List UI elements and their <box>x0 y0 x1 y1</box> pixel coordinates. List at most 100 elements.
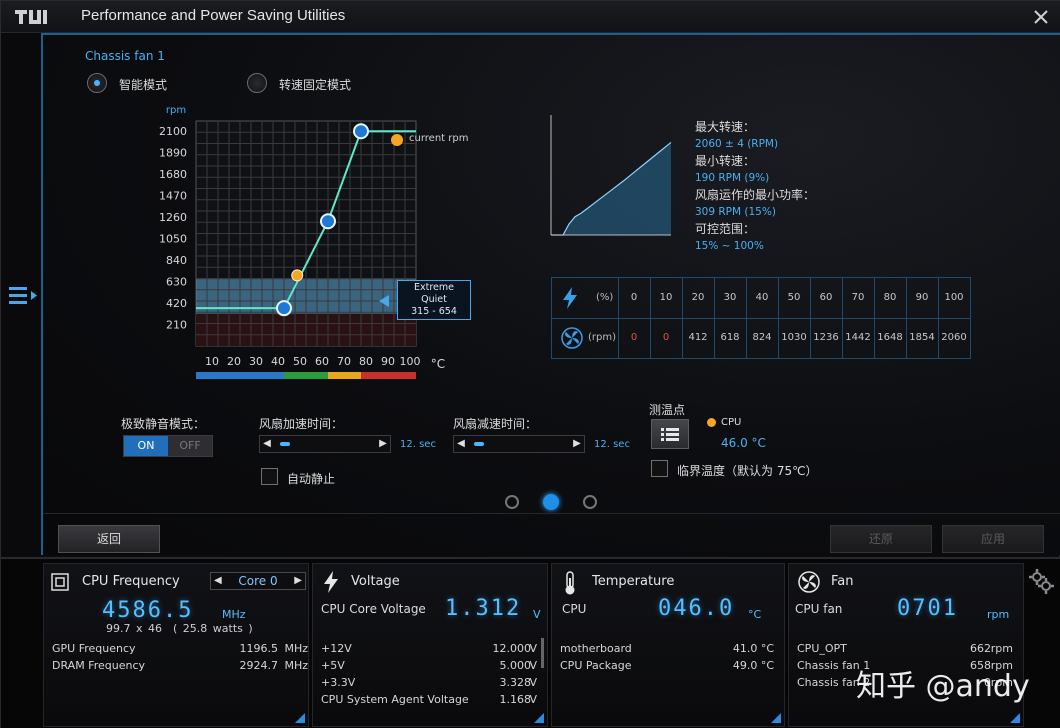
spin-up-increase-icon[interactable]: ▶ <box>379 438 387 449</box>
spin-down-slider[interactable]: ◀ ▶ <box>453 435 585 453</box>
fixed-speed-mode-label: 转速固定模式 <box>279 78 352 92</box>
table-column-divider <box>938 278 939 358</box>
y-tick-label: 1470 <box>159 190 187 203</box>
percent-cell: 60 <box>819 292 833 303</box>
fan-info-block: 最大转速： 2060 ± 4 (RPM) 最小转速： 190 RPM (9%) … <box>695 119 815 255</box>
voltage-value: 3.328 <box>499 676 532 689</box>
rpm-cell: 618 <box>720 332 740 343</box>
footer-divider <box>43 513 1060 514</box>
critical-temp-checkbox[interactable] <box>651 460 668 477</box>
back-button[interactable]: 返回 <box>58 525 160 553</box>
spin-down-increase-icon[interactable]: ▶ <box>573 438 581 449</box>
rpm-cell: 1648 <box>877 332 903 343</box>
page-dot-2-active[interactable] <box>543 494 559 510</box>
voltage-scrollbar[interactable] <box>541 638 544 668</box>
extreme-quiet-line2: Quiet <box>421 294 447 305</box>
fan-value: 0 <box>984 676 991 689</box>
voltage-value: 1.168 <box>499 693 532 706</box>
page-dot-1[interactable] <box>505 495 519 509</box>
menu-expand-icon[interactable] <box>7 283 39 307</box>
fan-unit: rpm <box>990 659 1013 672</box>
voltage-row: +5V 5.000 V <box>321 659 541 672</box>
fixed-speed-mode-radio[interactable] <box>247 73 267 93</box>
cpu-temp-label: CPU <box>562 602 587 616</box>
panel-expand-icon[interactable] <box>1010 713 1020 723</box>
core-next-icon[interactable]: ▶ <box>294 575 302 586</box>
thermometer-icon <box>565 571 575 595</box>
cpu-power-unit: watts ) <box>212 622 253 635</box>
spin-down-slider-thumb[interactable] <box>474 442 484 446</box>
core-voltage-unit: V <box>533 608 541 621</box>
voltage-row: CPU System Agent Voltage 1.168 V <box>321 693 541 706</box>
voltage-bolt-icon <box>324 571 338 593</box>
cpu-multiplier: 46 <box>148 622 163 635</box>
core-selector-value: Core 0 <box>238 574 278 588</box>
panel-expand-icon[interactable] <box>534 713 544 723</box>
panel-expand-icon[interactable] <box>295 713 305 723</box>
rpm-cell: 0 <box>630 332 638 343</box>
voltage-value: 12.000 <box>492 642 532 655</box>
settings-gears-icon[interactable] <box>1027 567 1055 595</box>
cpu-ratio-line: 99.7 x 46 ( 25.8 watts ) <box>106 622 253 635</box>
temp-source-list-button[interactable] <box>651 419 689 449</box>
table-column-divider <box>906 278 907 358</box>
spin-down-value: 12. sec <box>594 439 630 450</box>
page-dot-3[interactable] <box>583 495 597 509</box>
voltage-unit: V <box>529 676 537 689</box>
cpu-package-temp-value: 49.0 °C <box>732 659 774 672</box>
spin-down-decrease-icon[interactable]: ◀ <box>457 438 465 449</box>
panel-expand-icon[interactable] <box>771 713 781 723</box>
fan-name: Chassis fan 1 <box>85 49 165 63</box>
percent-cell: 30 <box>723 292 737 303</box>
max-speed-value: 2060 ± 4 (RPM) <box>695 138 779 150</box>
undo-button[interactable]: 还原 <box>830 525 932 553</box>
curve-control-point[interactable] <box>276 300 292 317</box>
silent-off-option[interactable]: OFF <box>168 436 212 456</box>
silent-on-option[interactable]: ON <box>124 436 168 456</box>
temp-zone-bar <box>196 372 284 379</box>
cpu-frequency-unit: MHz <box>222 608 246 621</box>
apply-button[interactable]: 应用 <box>942 525 1044 553</box>
tuf-logo-icon <box>15 10 47 24</box>
temp-zone-bar <box>361 372 416 379</box>
smart-mode-radio[interactable] <box>87 73 107 93</box>
temp-zone-bar <box>328 372 361 379</box>
fan-panel: Fan CPU fan 0701 rpm CPU_OPT 662 rpm Chassi… <box>788 563 1024 727</box>
gpu-frequency-label: GPU Frequency <box>52 642 136 655</box>
dram-frequency-unit: MHz <box>284 659 308 672</box>
table-column-divider <box>874 278 875 358</box>
voltage-label: +12V <box>321 642 352 655</box>
spin-up-decrease-icon[interactable]: ◀ <box>263 438 271 449</box>
cpu-temp-unit: °C <box>748 608 762 621</box>
smart-mode-label: 智能模式 <box>119 78 168 92</box>
voltage-row: +3.3V 3.328 V <box>321 676 541 689</box>
curve-control-point[interactable] <box>353 123 369 140</box>
current-rpm-point <box>291 269 304 282</box>
fan-curve-chart[interactable]: rpm2104206308401050126014701680189021001… <box>101 99 481 385</box>
temp-source-name: CPU <box>721 417 742 428</box>
voltage-panel: Voltage CPU Core Voltage 1.312 V +12V 12.… <box>312 563 548 727</box>
voltage-label: CPU System Agent Voltage <box>321 693 469 706</box>
spin-up-slider[interactable]: ◀ ▶ <box>259 435 391 453</box>
silent-mode-toggle[interactable]: ON OFF <box>123 435 213 457</box>
auto-stop-checkbox[interactable] <box>261 468 278 485</box>
close-icon[interactable] <box>1031 7 1051 27</box>
table-column-divider <box>746 278 747 358</box>
table-column-divider <box>650 278 651 358</box>
percent-cell: 80 <box>883 292 897 303</box>
motherboard-temp-row: motherboard 41.0 °C <box>560 642 776 655</box>
y-tick-label: 840 <box>166 254 187 267</box>
spin-up-slider-thumb[interactable] <box>280 442 290 446</box>
min-power-label: 风扇运作的最小功率： <box>695 188 816 202</box>
x-tick-label: 20 <box>227 355 241 368</box>
list-icon <box>661 428 679 441</box>
curve-control-point[interactable] <box>320 213 336 230</box>
core-prev-icon[interactable]: ◀ <box>214 575 222 586</box>
dram-frequency-value: 2924.7 <box>239 659 279 672</box>
fan-label: CPU_OPT <box>797 642 847 655</box>
temperature-panel: Temperature CPU 046.0 °C motherboard 41.… <box>551 563 785 727</box>
x-tick-label: 50 <box>293 355 307 368</box>
voltage-title: Voltage <box>351 574 400 589</box>
cpu-times: x <box>136 622 143 635</box>
core-selector[interactable]: ◀ Core 0 ▶ <box>210 572 306 590</box>
